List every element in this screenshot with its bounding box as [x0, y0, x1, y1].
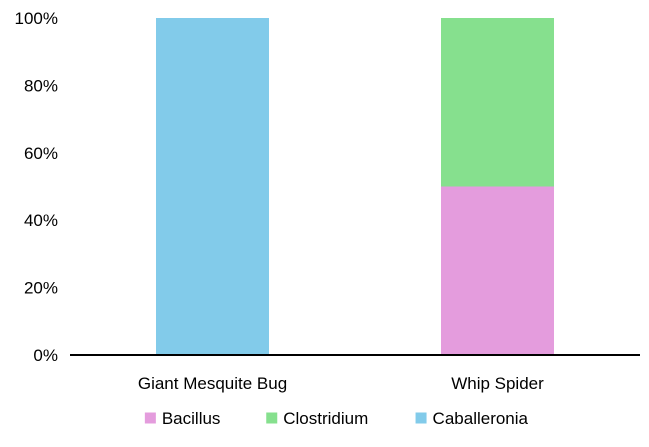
- x-tick-label: Whip Spider: [451, 374, 544, 393]
- x-axis-labels: Giant Mesquite Bug Whip Spider: [138, 374, 544, 393]
- x-tick-label: Giant Mesquite Bug: [138, 374, 287, 393]
- bar-segment: [156, 18, 269, 355]
- bars: [156, 18, 554, 355]
- legend-swatch: [144, 412, 156, 424]
- y-tick-label: 40%: [24, 211, 58, 230]
- legend-label: Bacillus: [162, 409, 221, 428]
- y-tick-label: 20%: [24, 279, 58, 298]
- y-tick-label: 100%: [15, 9, 58, 28]
- bar-segment: [441, 186, 554, 355]
- y-tick-label: 80%: [24, 76, 58, 95]
- bar-segment: [441, 18, 554, 187]
- legend-swatch: [415, 412, 427, 424]
- legend-label: Caballeronia: [433, 409, 529, 428]
- legend: Bacillus Clostridium Caballeronia: [144, 409, 529, 428]
- y-tick-label: 0%: [33, 346, 58, 365]
- y-axis-ticks: 0% 20% 40% 60% 80% 100%: [15, 9, 58, 365]
- y-tick-label: 60%: [24, 144, 58, 163]
- legend-swatch: [266, 412, 278, 424]
- legend-label: Clostridium: [283, 409, 368, 428]
